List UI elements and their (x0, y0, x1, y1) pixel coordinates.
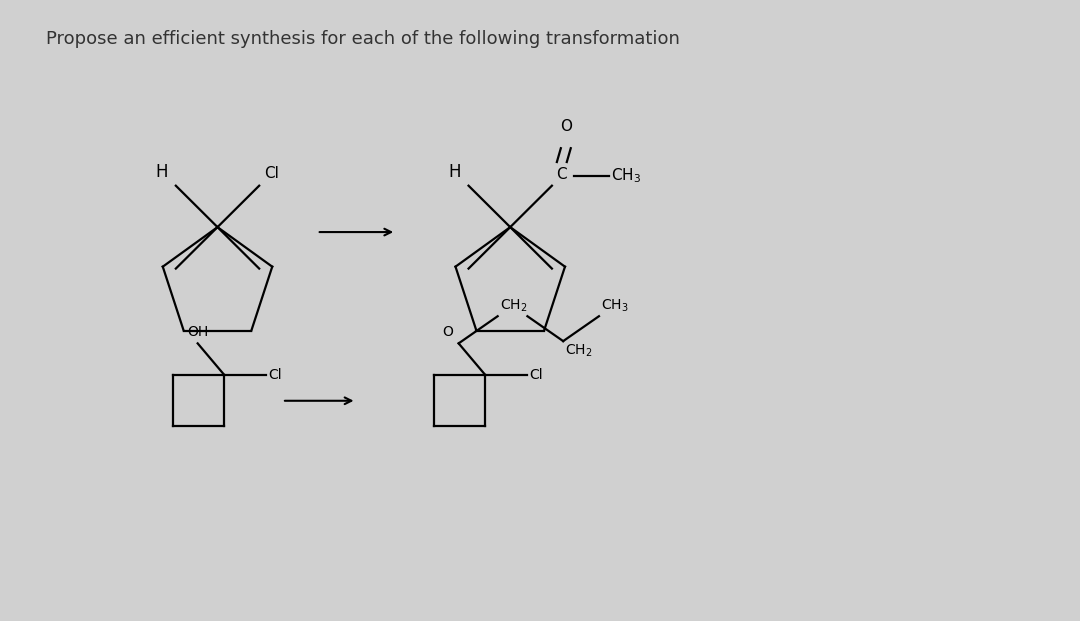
Text: CH$_2$: CH$_2$ (500, 298, 527, 314)
Text: CH$_3$: CH$_3$ (600, 298, 629, 314)
Text: CH$_2$: CH$_2$ (565, 343, 593, 360)
Text: OH: OH (187, 325, 208, 340)
Text: O: O (559, 119, 571, 134)
Text: O: O (442, 325, 453, 340)
Text: Cl: Cl (265, 166, 279, 181)
Text: H: H (448, 163, 460, 181)
Text: Propose an efficient synthesis for each of the following transformation: Propose an efficient synthesis for each … (45, 30, 679, 48)
Text: Cl: Cl (529, 368, 543, 382)
Text: Cl: Cl (268, 368, 282, 382)
Text: C: C (556, 167, 567, 182)
Text: H: H (156, 163, 167, 181)
Text: CH$_3$: CH$_3$ (611, 166, 642, 185)
